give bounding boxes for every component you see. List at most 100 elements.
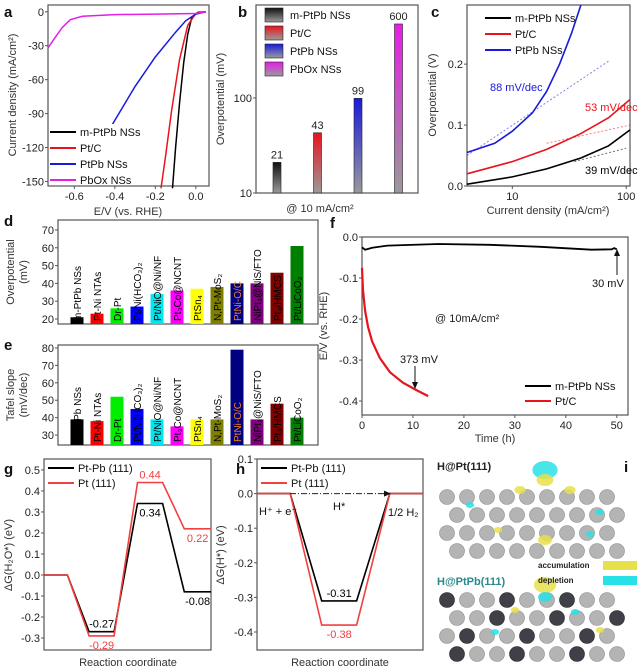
- atom-sphere: [609, 543, 625, 559]
- atom-sphere: [549, 610, 565, 626]
- series-line: [360, 267, 429, 398]
- atom-sphere: [439, 628, 455, 644]
- atom-sphere: [499, 525, 515, 541]
- energy-path: [44, 481, 211, 637]
- tafel-fit-line: [466, 60, 609, 156]
- plot-frame: [43, 458, 212, 651]
- atom-sphere: [439, 489, 455, 505]
- legend-label: depletion: [538, 576, 574, 585]
- plot-frame: [466, 4, 631, 187]
- x-axis-title: Current density (mA/cm²): [487, 205, 610, 217]
- bar-ptpb-nss: [353, 98, 363, 194]
- y-tick-label: 50: [42, 395, 54, 407]
- bar-category-label: PtSn₄: [193, 416, 204, 442]
- atom-sphere: [459, 489, 475, 505]
- energy-value-label: 0.22: [187, 533, 208, 545]
- charge-density-lobe: [493, 527, 503, 533]
- legend-label: Pt/C: [555, 396, 576, 408]
- atom-sphere: [529, 543, 545, 559]
- legend-label: Pt/C: [80, 143, 101, 155]
- atom-sphere: [509, 610, 525, 626]
- plot-frame: [361, 236, 629, 416]
- y-tick-label: -0.4: [234, 627, 253, 639]
- bar: [290, 246, 304, 324]
- panel-label: a: [4, 4, 13, 21]
- legend-swatch: [603, 576, 637, 585]
- bar-category-label: NiPt₃@NiS/FTO: [253, 249, 264, 321]
- atom-sphere: [459, 592, 475, 608]
- y-tick-label: 0.4: [25, 486, 40, 498]
- charge-density-lobe: [536, 474, 554, 486]
- y-tick-label: -30: [28, 41, 44, 53]
- y-tick-label: -90: [28, 109, 44, 121]
- panel-h: h0.1 0.0 -0.1 -0.2 -0.3 -0.4 ΔG(H*) (eV) Reacti…: [215, 454, 424, 669]
- condition-annotation: @ 10mA/cm²: [435, 313, 500, 325]
- y-tick-label: 0.2: [25, 528, 40, 540]
- legend-label: m-PtPb NSs: [290, 10, 351, 22]
- tafel-fit-line: [574, 147, 627, 163]
- y-tick-label: -0.2: [234, 558, 253, 570]
- y-tick-label: 40: [42, 278, 54, 290]
- y-axis-title: Current density (mA/cm²): [7, 34, 19, 157]
- atom-sphere: [609, 646, 625, 662]
- y-tick-label: -0.3: [234, 592, 253, 604]
- y-axis-title: Overpotential (V): [427, 53, 439, 136]
- energy-value-label: 0.34: [139, 508, 160, 520]
- panel-label: f: [330, 215, 336, 232]
- energy-path: [257, 492, 423, 626]
- arrow-head-icon: [412, 382, 418, 389]
- atom-sphere: [559, 592, 575, 608]
- x-tick-label: -0.6: [65, 191, 84, 203]
- series-line: [466, 98, 631, 175]
- bar-category-label: m-PtPb NSs: [73, 387, 84, 442]
- atom-sphere: [489, 610, 505, 626]
- bar: [130, 306, 144, 324]
- bar-category-label: Pt/Ni(HCO₃)₂: [133, 383, 144, 442]
- y-tick-label: -0.1: [234, 523, 253, 535]
- bar: [230, 283, 244, 324]
- y-tick-label: -0.3: [339, 355, 358, 367]
- energy-value-label: -0.29: [89, 640, 114, 652]
- panel-g: g 0.5 0.4 0.3 0.2 0.1 0.0 -0.1 -0.2 -0.3 ΔG(H₂O*) …: [3, 458, 212, 669]
- legend-label: m-PtPb NSs: [515, 13, 576, 25]
- bar: [90, 313, 104, 324]
- bar-value-label: 43: [311, 120, 323, 132]
- plot-frame: [47, 4, 210, 187]
- bar-pt-c: [313, 132, 322, 194]
- bar: [110, 396, 124, 445]
- bar-category-label: NiPt₃@NiS/FTO: [253, 370, 264, 442]
- atom-sphere: [549, 543, 565, 559]
- bar-value-label: 600: [389, 11, 407, 23]
- atom-sphere: [479, 628, 495, 644]
- atom-sphere: [479, 489, 495, 505]
- energy-value-label: -0.38: [327, 629, 352, 641]
- atom-sphere: [599, 525, 615, 541]
- x-tick-label: 50: [611, 420, 623, 432]
- series-line: [102, 11, 207, 142]
- charge-density-lobe: [465, 502, 475, 508]
- y-tick-label: 100: [234, 93, 252, 105]
- series-line: [466, 4, 582, 154]
- bar-category-label: Pt₃Co@NCNT: [173, 378, 184, 442]
- y-tick-label: -150: [22, 176, 44, 188]
- x-axis-title: @ 10 mA/cm²: [286, 203, 354, 215]
- y-tick-label: 20: [42, 314, 54, 326]
- atom-sphere: [479, 525, 495, 541]
- atom-sphere: [579, 489, 595, 505]
- atom-sphere: [479, 592, 495, 608]
- charge-density-lobe: [490, 629, 500, 635]
- atom-sphere: [469, 646, 485, 662]
- plot-frame: [57, 219, 319, 325]
- atom-sphere: [569, 507, 585, 523]
- atom-sphere: [449, 507, 465, 523]
- state-label: H⁺ + e⁻: [259, 506, 297, 518]
- atom-sphere: [509, 646, 525, 662]
- bar-category-label: Pt/NiO@Ni/NF: [153, 256, 164, 321]
- bar-category-label: Pt/NiO@Ni/NF: [153, 377, 164, 442]
- legend-label: PtPb NSs: [515, 45, 563, 57]
- panel-f: f 0.0 -0.1 -0.2 -0.3 -0.40 10 20 30 40 50 E/V (vs. …: [318, 215, 629, 445]
- atom-sphere: [549, 507, 565, 523]
- y-tick-label: 0.0: [238, 489, 253, 501]
- bar: [130, 408, 144, 445]
